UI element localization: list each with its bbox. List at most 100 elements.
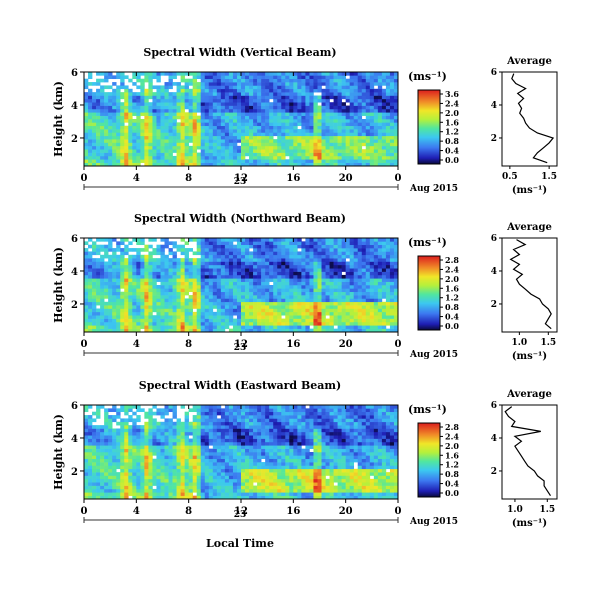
heatmap-cell <box>148 72 153 76</box>
heatmap-cell <box>84 452 89 456</box>
heatmap-cell <box>156 448 161 453</box>
heatmap-cell <box>156 105 161 110</box>
heatmap-cell <box>120 478 125 483</box>
heatmap-cell <box>136 325 141 329</box>
heatmap-cell <box>377 162 383 167</box>
heatmap-cell <box>96 129 101 133</box>
x-tick-label: 4 <box>133 173 140 184</box>
heatmap-cell <box>212 291 218 296</box>
heatmap-cell <box>269 325 274 329</box>
heatmap-cell <box>148 78 153 83</box>
heatmap-cell <box>321 305 326 309</box>
heatmap-cell <box>144 485 149 490</box>
heatmap-cell <box>253 274 258 279</box>
heatmap-cell <box>349 278 355 282</box>
heatmap-cell <box>345 311 350 316</box>
heatmap-cell <box>196 139 202 143</box>
heatmap-cell <box>96 112 101 116</box>
heatmap-cell <box>84 115 89 120</box>
heatmap-cell <box>212 152 218 157</box>
heatmap-cell <box>289 88 294 93</box>
heatmap-cell <box>337 285 342 289</box>
heatmap-cell <box>333 328 338 333</box>
heatmap-cell <box>381 159 387 163</box>
heatmap-cell <box>281 82 286 86</box>
heatmap-cell <box>176 122 181 127</box>
heatmap-cell <box>253 105 258 110</box>
heatmap-cell <box>236 132 242 137</box>
heatmap-cell <box>381 152 387 157</box>
heatmap-cell <box>148 285 153 289</box>
heatmap-cell <box>277 318 282 323</box>
heatmap-cell <box>88 102 93 106</box>
heatmap-cell <box>325 295 330 299</box>
heatmap-cell <box>100 132 105 137</box>
heatmap-cell <box>168 458 173 463</box>
heatmap-cell <box>176 421 181 426</box>
heatmap-cell <box>204 328 210 333</box>
heatmap-cell <box>180 318 185 323</box>
heatmap-cell <box>160 129 165 133</box>
heatmap-cell <box>273 261 278 266</box>
heatmap-cell <box>393 311 399 316</box>
heatmap-cell <box>361 271 367 276</box>
heatmap-cell <box>249 301 254 306</box>
heatmap-cell <box>184 431 189 436</box>
heatmap-cell <box>329 251 334 256</box>
heatmap-cell <box>381 72 387 76</box>
heatmap-cell <box>176 478 181 483</box>
y-tick-label: 2 <box>71 134 78 145</box>
heatmap-cell <box>309 92 314 96</box>
heatmap-cell <box>297 108 302 113</box>
heatmap-cell <box>96 465 101 470</box>
heatmap-cell <box>88 125 93 130</box>
heatmap-cell <box>100 254 105 259</box>
heatmap-cell <box>108 472 113 476</box>
heatmap-cell <box>285 248 290 252</box>
heatmap-cell <box>104 145 109 150</box>
heatmap-cell <box>341 321 346 326</box>
heatmap-cell <box>192 328 198 333</box>
heatmap-cell <box>385 142 391 147</box>
heatmap-cell <box>249 105 254 110</box>
heatmap-cell <box>301 261 306 266</box>
heatmap-cell <box>245 278 250 282</box>
heatmap-cell <box>116 291 121 296</box>
heatmap-cell <box>341 72 346 76</box>
heatmap-cell <box>208 311 214 316</box>
heatmap-cell <box>112 285 117 289</box>
heatmap-cell <box>92 92 97 96</box>
heatmap-cell <box>140 315 145 319</box>
heatmap-cell <box>124 321 129 326</box>
heatmap-cell <box>168 465 173 470</box>
heatmap-cell <box>321 288 326 293</box>
heatmap-cell <box>301 315 306 319</box>
x-tick-label: 12 <box>234 339 248 350</box>
heatmap-cell <box>176 261 181 266</box>
heatmap-cell <box>124 238 129 242</box>
heatmap-cell <box>253 155 258 160</box>
heatmap-cell <box>164 408 169 413</box>
heatmap-cell <box>245 254 250 259</box>
heatmap-cell <box>236 328 242 333</box>
heatmap-cell <box>301 281 306 286</box>
heatmap-cell <box>321 115 326 120</box>
heatmap-cell <box>156 321 161 326</box>
heatmap-cell <box>208 244 214 249</box>
heatmap-cell <box>365 325 371 329</box>
heatmap-cell <box>249 92 254 96</box>
heatmap-cell <box>100 285 105 289</box>
heatmap-cell <box>389 82 395 86</box>
heatmap-cell <box>212 108 218 113</box>
heatmap-cell <box>216 318 222 323</box>
heatmap-cell <box>365 142 371 147</box>
heatmap-cell <box>249 142 254 147</box>
heatmap-cell <box>321 122 326 127</box>
heatmap-cell <box>124 465 129 470</box>
heatmap-cell <box>232 308 238 313</box>
heatmap-cell <box>124 318 129 323</box>
heatmap-cell <box>108 301 113 306</box>
heatmap-cell <box>96 271 101 276</box>
heatmap-cell <box>164 152 169 157</box>
heatmap-cell <box>325 112 330 116</box>
